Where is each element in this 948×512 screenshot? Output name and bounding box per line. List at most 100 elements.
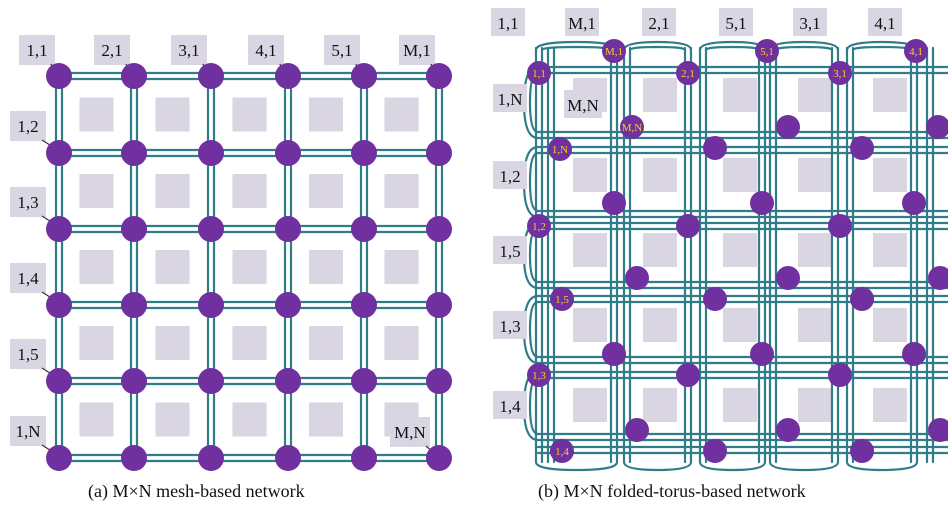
label-box xyxy=(390,417,430,447)
torus-row-link xyxy=(536,130,948,140)
router-node xyxy=(275,140,301,166)
left-label: 1,2 xyxy=(499,167,520,186)
tile xyxy=(309,402,343,437)
router-node xyxy=(121,292,147,318)
wrap-loop xyxy=(540,45,613,52)
node-label: 5,1 xyxy=(760,46,774,58)
wrap-loop xyxy=(851,45,913,51)
router-node xyxy=(703,439,727,463)
router-node xyxy=(275,63,301,89)
mesh-row-link xyxy=(57,148,441,158)
tile xyxy=(79,97,114,132)
router-node xyxy=(902,191,926,215)
wrap-loop xyxy=(768,461,840,472)
torus-row-link xyxy=(536,65,948,75)
router-node xyxy=(426,292,452,318)
node-label: 1,2 xyxy=(532,221,546,233)
wrap-loop xyxy=(774,45,834,51)
router-node xyxy=(620,115,644,139)
tile xyxy=(232,250,267,284)
router-node xyxy=(926,115,948,139)
wrap-loop xyxy=(845,461,919,472)
torus-col-link xyxy=(609,46,619,464)
router-node xyxy=(527,363,551,387)
top-label: 5,1 xyxy=(725,14,746,33)
node-label: 2,1 xyxy=(681,68,695,80)
mesh-row-link xyxy=(57,376,441,386)
router-node xyxy=(198,292,224,318)
torus-col-link xyxy=(925,46,935,464)
label-box xyxy=(10,339,46,369)
router-node xyxy=(275,445,301,471)
wrap-loop xyxy=(622,40,693,51)
router-node xyxy=(426,63,452,89)
router-node xyxy=(351,368,377,394)
router-node xyxy=(776,115,800,139)
tile xyxy=(155,250,190,284)
router-node xyxy=(46,445,72,471)
tile xyxy=(232,402,267,437)
torus-row-link xyxy=(536,432,948,442)
label-box xyxy=(94,35,130,65)
tile xyxy=(309,97,343,132)
router-node xyxy=(198,63,224,89)
torus-col-link xyxy=(768,46,778,464)
tile xyxy=(79,250,114,284)
corner-label: M,N xyxy=(394,423,426,442)
top-label: M,1 xyxy=(568,14,596,33)
wrap-loop xyxy=(528,151,539,213)
router-node xyxy=(776,418,800,442)
tile xyxy=(309,250,343,284)
router-node xyxy=(198,368,224,394)
tile xyxy=(79,174,114,208)
label-box xyxy=(10,187,46,217)
router-node xyxy=(527,61,551,85)
label-box xyxy=(793,8,827,36)
top-label: M,1 xyxy=(403,41,431,60)
router-node xyxy=(904,39,928,63)
tile xyxy=(309,326,343,360)
torus-row-link xyxy=(536,355,948,365)
left-label: 1,5 xyxy=(499,242,520,261)
wrap-loop xyxy=(528,300,539,359)
router-node xyxy=(275,216,301,242)
tile xyxy=(573,388,607,422)
router-node xyxy=(548,137,572,161)
tile xyxy=(643,78,677,112)
tile xyxy=(309,174,343,208)
label-box xyxy=(493,236,527,264)
router-node xyxy=(755,39,779,63)
router-node xyxy=(828,363,852,387)
mesh-caption: (a) M×N mesh-based network xyxy=(88,481,305,501)
router-node xyxy=(625,266,649,290)
router-node xyxy=(351,140,377,166)
label-box xyxy=(565,8,599,36)
mesh-col-link xyxy=(359,74,369,460)
label-box xyxy=(868,8,902,36)
tile xyxy=(384,250,419,284)
torus-row-link xyxy=(536,445,948,455)
node-label: 3,1 xyxy=(833,68,847,80)
router-node xyxy=(928,418,948,442)
tile xyxy=(643,388,677,422)
torus-row-link xyxy=(536,370,948,380)
tile xyxy=(798,78,832,112)
router-node xyxy=(527,214,551,238)
router-node xyxy=(275,292,301,318)
label-box xyxy=(248,35,284,65)
router-node xyxy=(602,39,626,63)
router-node xyxy=(46,63,72,89)
label-box xyxy=(564,90,602,118)
router-node xyxy=(676,61,700,85)
router-node xyxy=(550,287,574,311)
router-node xyxy=(676,214,700,238)
label-box xyxy=(324,35,360,65)
tile xyxy=(155,402,190,437)
label-box xyxy=(399,35,435,65)
tile xyxy=(873,308,907,342)
label-box xyxy=(493,311,527,339)
inner-label: M,N xyxy=(567,96,599,115)
router-node xyxy=(46,368,72,394)
router-node xyxy=(275,368,301,394)
tile xyxy=(798,233,832,267)
